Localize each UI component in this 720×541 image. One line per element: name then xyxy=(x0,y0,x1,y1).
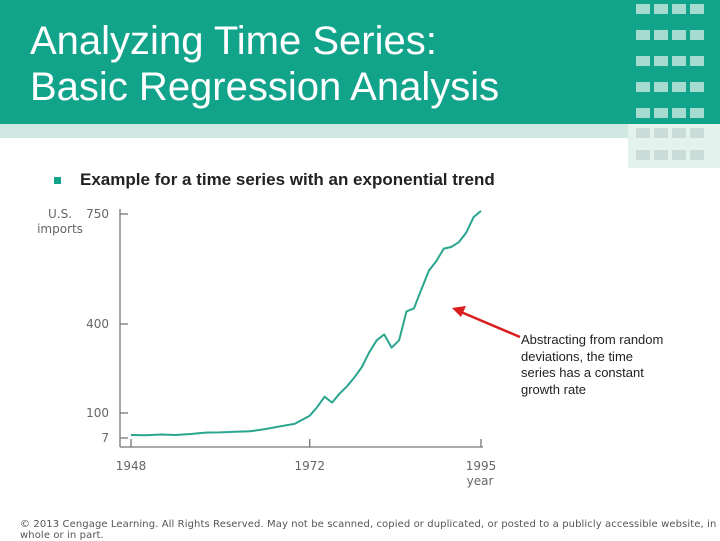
y-tick-label: 7 xyxy=(101,431,109,445)
bullet-square xyxy=(54,177,61,184)
line-chart: U.S. imports year 7 100 400 750 1948 1972 199… xyxy=(37,207,521,488)
annotation-arrow xyxy=(460,310,521,339)
x-tick-label: 1995 xyxy=(466,459,497,473)
title-banner xyxy=(0,0,720,124)
copyright-footer: © 2013 Cengage Learning. All Rights Rese… xyxy=(20,519,717,541)
x-tick-label: 1972 xyxy=(294,459,325,473)
y-tick-label: 400 xyxy=(86,317,109,331)
x-tick-label: 1948 xyxy=(116,459,147,473)
annotation-arrowhead xyxy=(452,306,466,317)
slide-title: Analyzing Time Series: Basic Regression … xyxy=(30,19,500,109)
y-tick-label: 100 xyxy=(86,406,109,420)
calculator-keys-image xyxy=(628,0,720,168)
annotation-text: Abstracting from random deviations, the … xyxy=(521,332,664,397)
slide-subtitle: Example for a time series with an expone… xyxy=(80,170,495,189)
y-axis-label-line2: imports xyxy=(37,222,83,236)
title-banner-stripe xyxy=(0,124,720,138)
x-axis-label: year xyxy=(467,474,494,488)
series-line xyxy=(130,210,482,437)
y-tick-label: 750 xyxy=(86,207,109,221)
y-axis-label-line1: U.S. xyxy=(48,207,72,221)
